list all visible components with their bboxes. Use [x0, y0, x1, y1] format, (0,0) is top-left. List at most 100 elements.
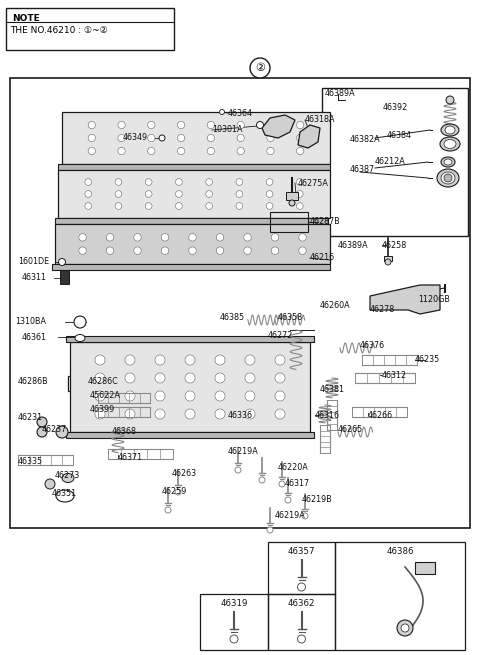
Polygon shape [52, 264, 330, 270]
Circle shape [244, 234, 251, 241]
Circle shape [245, 409, 255, 419]
Text: 46316: 46316 [315, 411, 340, 419]
Polygon shape [55, 218, 328, 224]
Text: 46219A: 46219A [275, 512, 306, 521]
Text: 46382A: 46382A [350, 136, 381, 145]
Circle shape [207, 134, 215, 141]
Circle shape [215, 409, 225, 419]
Circle shape [289, 200, 295, 206]
Circle shape [176, 202, 182, 210]
Circle shape [444, 174, 452, 182]
Text: 46319: 46319 [220, 599, 248, 608]
Bar [60, 270, 69, 284]
Circle shape [45, 479, 55, 489]
Circle shape [215, 391, 225, 401]
Circle shape [125, 409, 135, 419]
Polygon shape [66, 336, 314, 342]
Bar [268, 542, 335, 594]
Circle shape [267, 121, 274, 128]
Text: 46335: 46335 [18, 457, 43, 466]
Circle shape [230, 635, 238, 643]
Text: 46349: 46349 [123, 134, 148, 143]
Ellipse shape [441, 157, 455, 167]
Circle shape [298, 583, 305, 591]
Circle shape [235, 467, 241, 473]
Circle shape [148, 147, 155, 155]
Circle shape [165, 507, 171, 513]
Circle shape [237, 134, 244, 141]
Circle shape [279, 481, 285, 487]
Circle shape [302, 513, 308, 519]
Circle shape [95, 391, 105, 401]
Bar [286, 192, 298, 200]
Circle shape [297, 191, 303, 197]
Circle shape [155, 391, 165, 401]
Circle shape [95, 373, 105, 383]
Circle shape [85, 191, 92, 197]
Circle shape [206, 191, 213, 197]
Text: 46258: 46258 [382, 240, 407, 250]
Circle shape [256, 121, 264, 128]
Text: 46231: 46231 [18, 413, 43, 422]
Circle shape [145, 202, 152, 210]
Text: NOTE: NOTE [12, 14, 40, 23]
Circle shape [267, 527, 273, 533]
Polygon shape [62, 112, 330, 164]
Circle shape [148, 121, 155, 128]
Bar [6, 8, 174, 50]
Ellipse shape [75, 335, 85, 341]
Circle shape [125, 391, 135, 401]
Text: ②: ② [255, 63, 265, 73]
Circle shape [275, 391, 285, 401]
Circle shape [106, 234, 114, 241]
Polygon shape [298, 125, 320, 148]
Circle shape [275, 409, 285, 419]
Circle shape [125, 355, 135, 365]
Circle shape [236, 191, 243, 197]
Text: 46260A: 46260A [320, 301, 350, 310]
Text: 46272: 46272 [268, 331, 293, 339]
Text: 46278: 46278 [370, 305, 395, 314]
Ellipse shape [440, 137, 460, 151]
Text: 46237: 46237 [42, 426, 67, 434]
Text: 46219A: 46219A [228, 447, 259, 457]
Ellipse shape [62, 474, 74, 483]
Bar [415, 562, 435, 574]
Ellipse shape [56, 490, 74, 502]
Text: 46361: 46361 [22, 333, 47, 341]
Circle shape [178, 134, 185, 141]
Circle shape [148, 134, 155, 141]
Text: 46351: 46351 [52, 489, 77, 498]
Polygon shape [370, 285, 440, 314]
Text: 46312: 46312 [382, 371, 407, 379]
Circle shape [155, 409, 165, 419]
Circle shape [145, 179, 152, 185]
Circle shape [275, 373, 285, 383]
Circle shape [88, 134, 96, 141]
Circle shape [175, 489, 181, 495]
Text: 46287B: 46287B [310, 217, 341, 227]
Ellipse shape [444, 159, 452, 165]
Circle shape [215, 373, 225, 383]
Circle shape [85, 202, 92, 210]
Circle shape [185, 391, 195, 401]
Polygon shape [66, 432, 314, 438]
Circle shape [299, 247, 306, 254]
Text: 46317: 46317 [285, 479, 310, 489]
Circle shape [297, 202, 303, 210]
Circle shape [118, 134, 125, 141]
Circle shape [298, 635, 305, 643]
Circle shape [185, 355, 195, 365]
Polygon shape [70, 342, 310, 432]
Ellipse shape [445, 126, 455, 134]
Text: 46336: 46336 [228, 411, 253, 419]
Bar [268, 594, 335, 650]
Circle shape [155, 355, 165, 365]
Circle shape [74, 316, 86, 328]
Text: 46389A: 46389A [324, 90, 355, 98]
Ellipse shape [444, 140, 456, 149]
Text: 46212A: 46212A [374, 157, 405, 166]
Circle shape [216, 247, 224, 254]
Text: 46376: 46376 [360, 341, 385, 350]
Circle shape [267, 147, 274, 155]
